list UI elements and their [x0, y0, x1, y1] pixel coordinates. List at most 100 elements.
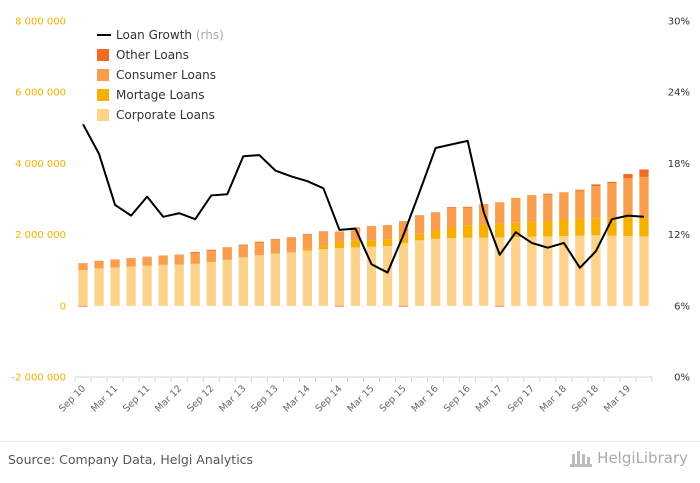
legend-symbol-consumer-loans [97, 69, 109, 81]
bar-consumer-loans-21 [414, 216, 425, 234]
bar-consumer-loans-23 [447, 207, 457, 228]
bar-consumer-loans-16 [334, 231, 345, 243]
bar-mortage-loans-30 [559, 220, 569, 237]
bar-corporate-loans-7 [190, 263, 200, 306]
legend-label-corporate-loans[interactable]: Corporate Loans [116, 108, 215, 122]
right-tick-label: 0% [674, 373, 690, 384]
bar-other-loans-33 [607, 181, 617, 183]
bar-other-loans-9 [222, 247, 232, 249]
left-tick-label: 0 [60, 301, 66, 312]
bar-corporate-loans-24 [463, 237, 473, 306]
bar-corporate-loans-33 [607, 235, 617, 306]
legend-label-mortage-loans[interactable]: Mortage Loans [116, 88, 205, 102]
bar-mortage-loans-18 [366, 240, 377, 247]
x-tick-label: Mar 16 [410, 383, 441, 414]
bar-mortage-loans-24 [463, 225, 473, 238]
bar-consumer-loans-26 [495, 202, 505, 224]
loan-growth-line [82, 123, 645, 274]
bar-corporate-loans-27 [511, 237, 521, 306]
bar-other-loans-24 [463, 206, 473, 208]
bar-consumer-loans-0 [78, 263, 88, 271]
bar-consumer-loans-7 [190, 253, 200, 264]
bar-mortage-loans-29 [543, 221, 553, 237]
bar-other-loans-25 [479, 204, 489, 206]
bar-consumer-loans-15 [318, 232, 329, 246]
bar-consumer-loans-9 [222, 248, 232, 260]
x-tick-label: Mar 11 [89, 383, 120, 414]
x-tick-label: Mar 13 [217, 383, 248, 414]
bar-other-loans-14 [302, 234, 313, 236]
bar-consumer-loans-2 [110, 259, 120, 268]
bar-consumer-loans-12 [270, 239, 280, 254]
legend-symbol-mortage-loans [97, 89, 109, 101]
legend-label-other-loans[interactable]: Other Loans [116, 48, 189, 62]
right-tick-label: 6% [674, 301, 690, 312]
bar-corporate-loans-26 [495, 237, 505, 306]
bar-consumer-loans-31 [575, 190, 585, 219]
bar-consumer-loans-34 [623, 178, 633, 218]
bar-corporate-loans-13 [286, 252, 297, 306]
bar-corporate-loans-11 [254, 255, 264, 306]
bar-consumer-loans-8 [206, 250, 216, 263]
bar-mortage-loans-25 [479, 224, 489, 238]
bar-corporate-loans-19 [382, 245, 393, 306]
bar-consumer-loans-13 [286, 238, 297, 253]
left-tick-label: 4 000 000 [15, 159, 66, 170]
bar-other-loans-15 [318, 231, 329, 233]
bar-corporate-loans-30 [559, 236, 569, 306]
bar-consumer-loans-18 [366, 226, 377, 241]
bar-corporate-loans-28 [527, 236, 537, 306]
bar-mortage-loans-23 [447, 227, 457, 239]
bar-consumer-loans-28 [527, 195, 537, 222]
bar-consumer-loans-3 [126, 258, 136, 267]
source-note: Source: Company Data, Helgi Analytics [8, 452, 254, 467]
bar-consumer-loans-5 [158, 255, 168, 265]
legend: Loan Growth (rhs) Other Loans Consumer Loa… [97, 28, 224, 122]
right-tick-label: 24% [668, 88, 690, 99]
bar-mortage-loans-22 [430, 229, 441, 239]
bar-consumer-loans-22 [430, 212, 441, 230]
bar-layer [78, 169, 649, 307]
x-tick-label: Mar 12 [153, 383, 184, 414]
bar-corporate-loans-2 [110, 267, 120, 306]
x-tick-label: Sep 18 [570, 383, 601, 414]
bar-mortage-loans-32 [591, 218, 601, 236]
bar-other-loans-11 [254, 241, 264, 243]
bar-consumer-loans-11 [254, 242, 264, 256]
bar-consumer-loans-24 [463, 207, 473, 226]
bar-corporate-loans-10 [238, 257, 248, 306]
x-tick-label: Sep 16 [442, 383, 473, 414]
bar-consumer-loans-6 [174, 254, 184, 265]
bar-corporate-loans-32 [591, 235, 601, 306]
bar-corporate-loans-1 [94, 268, 104, 306]
legend-label-consumer-loans[interactable]: Consumer Loans [116, 68, 216, 82]
bar-consumer-loans-35 [639, 176, 649, 218]
right-tick-label: 18% [668, 159, 690, 170]
bar-consumer-loans-4 [142, 256, 152, 266]
bar-other-loans-32 [591, 184, 601, 187]
bar-consumer-loans-10 [238, 245, 248, 258]
footer: Source: Company Data, Helgi Analytics He… [0, 441, 700, 483]
bar-corporate-loans-4 [142, 265, 152, 306]
bar-other-loans-16 [334, 305, 345, 307]
bar-corporate-loans-16 [334, 248, 345, 306]
bar-corporate-loans-35 [639, 236, 649, 306]
x-tick-label: Mar 18 [538, 383, 569, 414]
bar-corporate-loans-34 [623, 236, 633, 306]
x-tick-label: Sep 10 [57, 383, 88, 414]
legend-symbol-other-loans [97, 49, 109, 61]
bar-mortage-loans-33 [607, 217, 617, 236]
legend-label-loan-growth[interactable]: Loan Growth (rhs) [116, 28, 224, 42]
bar-consumer-loans-27 [511, 197, 521, 223]
bar-mortage-loans-14 [302, 248, 313, 251]
x-tick-label: Sep 13 [249, 383, 280, 414]
x-tick-label: Mar 19 [602, 383, 633, 414]
x-tick-label: Sep 15 [378, 383, 409, 414]
bar-other-loans-34 [623, 174, 633, 179]
bar-corporate-loans-29 [543, 236, 553, 306]
bar-consumer-loans-30 [559, 192, 569, 221]
bar-other-loans-0 [78, 305, 88, 307]
legend-symbol-corporate-loans [97, 109, 109, 121]
x-tick-label: Mar 17 [474, 383, 505, 414]
loan-chart: 8 000 000 6 000 000 4 000 000 2 000 000 0 -2 … [11, 17, 690, 415]
